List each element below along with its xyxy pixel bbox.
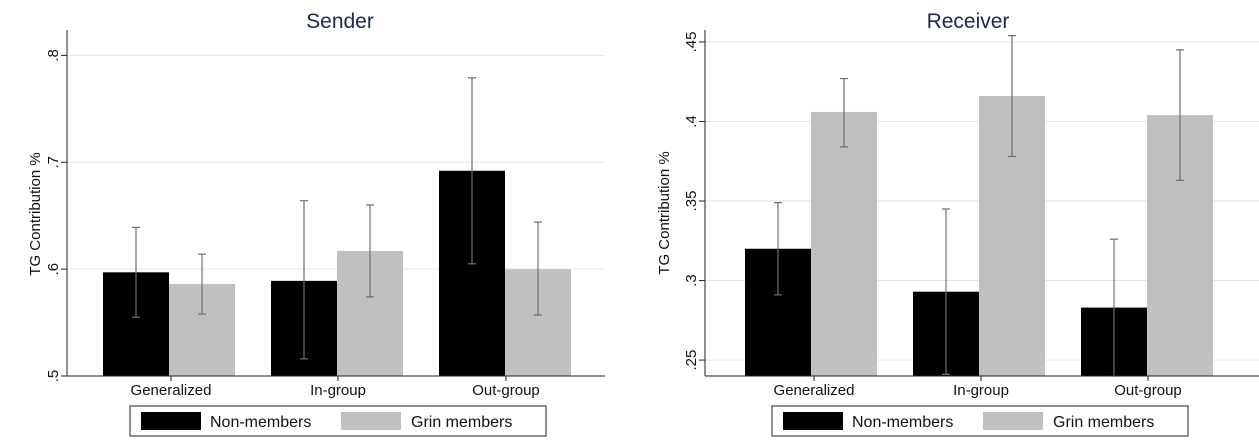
bars xyxy=(745,34,1213,377)
y-axis-label: TG Contribution % xyxy=(656,151,673,274)
x-tick-label: Generalized xyxy=(774,382,855,399)
legend-swatch-grin-members xyxy=(341,412,401,430)
x-tick-labels: Generalized In-group Out-group xyxy=(131,382,540,399)
y-tick-label: .4 xyxy=(683,115,700,128)
y-tick-label: .7 xyxy=(45,156,62,169)
bars xyxy=(103,77,571,376)
legend-label-non-members: Non-members xyxy=(210,414,311,431)
y-tick-label: .5 xyxy=(45,370,62,383)
chart-title: Sender xyxy=(306,10,374,33)
panel-sender: Sender TG Contribution % .5 .6 .7 .8 Genera… xyxy=(27,10,605,437)
legend: Non-members Grin members xyxy=(129,405,547,437)
legend-box xyxy=(771,405,1189,437)
y-axis-label: TG Contribution % xyxy=(27,152,44,275)
chart-title: Receiver xyxy=(927,10,1010,33)
legend-swatch-non-members xyxy=(783,412,843,430)
x-tick-label: In-group xyxy=(953,382,1009,399)
legend-swatch-non-members xyxy=(141,412,201,430)
x-tick-label: Out-group xyxy=(1114,382,1182,399)
y-tick-label: .6 xyxy=(45,263,62,276)
x-tick-label: Generalized xyxy=(131,382,212,399)
legend-label-grin-members: Grin members xyxy=(1053,414,1154,431)
y-tick-labels: .25 .3 .35 .4 .45 xyxy=(683,32,700,371)
x-tick-label: Out-group xyxy=(472,382,540,399)
bar-grin-members xyxy=(811,111,877,376)
x-tick-labels: Generalized In-group Out-group xyxy=(774,382,1182,399)
y-tick-label: .3 xyxy=(683,274,700,287)
y-tick-labels: .5 .6 .7 .8 xyxy=(45,49,62,382)
y-tick-label: .8 xyxy=(45,49,62,62)
axes xyxy=(61,30,605,381)
axes xyxy=(699,30,1259,381)
legend-label-non-members: Non-members xyxy=(852,414,953,431)
y-tick-label: .25 xyxy=(683,350,700,371)
legend-label-grin-members: Grin members xyxy=(411,414,512,431)
x-tick-label: In-group xyxy=(310,382,366,399)
legend-swatch-grin-members xyxy=(983,412,1043,430)
legend: Non-members Grin members xyxy=(771,405,1189,437)
panel-receiver: Receiver TG Contribution % .25 .3 .35 .4 .45… xyxy=(656,10,1259,437)
y-tick-label: .45 xyxy=(683,32,700,53)
y-tick-label: .35 xyxy=(683,191,700,212)
